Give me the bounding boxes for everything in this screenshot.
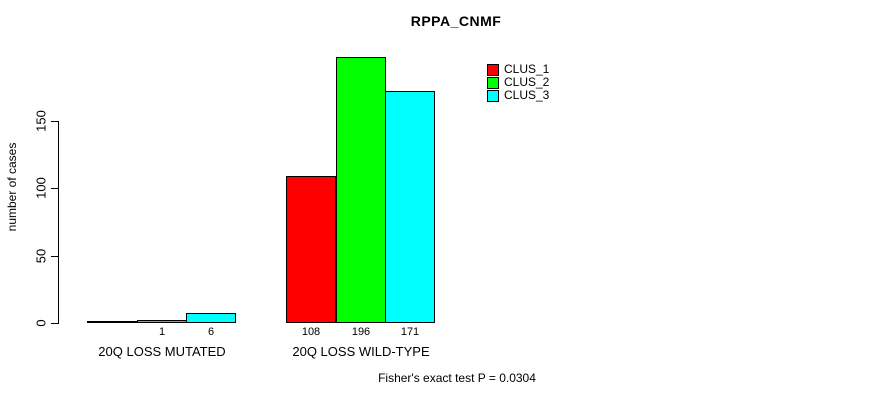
y-tick-mark: [51, 323, 58, 324]
bar-count-label: 6: [207, 326, 215, 338]
y-axis-label: number of cases: [5, 142, 19, 232]
bar-clus_2-1: [137, 320, 187, 323]
legend-item-clus_2: CLUS_2: [487, 76, 549, 89]
legend-label: CLUS_3: [504, 88, 550, 102]
y-tick-label: 100: [33, 177, 49, 199]
y-tick-mark: [51, 188, 58, 189]
bar-clus_1-2: [286, 176, 336, 323]
bar-count-label: 171: [400, 326, 420, 338]
y-tick-mark: [51, 256, 58, 257]
y-tick-label: 150: [33, 110, 49, 132]
y-tick-label: 0: [33, 319, 49, 327]
legend-item-clus_1: CLUS_1: [487, 63, 549, 76]
legend-label: CLUS_1: [504, 62, 550, 76]
bar-clus_3-2: [385, 91, 435, 323]
legend-item-clus_3: CLUS_3: [487, 89, 549, 102]
bar-count-label: 1: [158, 326, 166, 338]
legend-color-swatch: [487, 76, 499, 89]
legend: CLUS_1 CLUS_2 CLUS_3: [487, 63, 549, 102]
legend-label: CLUS_2: [504, 75, 550, 89]
bar-clus_1-1: [87, 321, 137, 323]
legend-color-swatch: [487, 63, 499, 76]
y-tick-label: 50: [33, 248, 49, 264]
bar-clus_3-1: [186, 313, 236, 323]
annotation-text: Fisher's exact test P = 0.0304: [378, 371, 536, 385]
chart-title: RPPA_CNMF: [410, 13, 502, 29]
category-label: 20Q LOSS MUTATED: [98, 344, 226, 359]
y-tick-mark: [51, 121, 58, 122]
bar-clus_2-2: [336, 57, 386, 323]
bar-count-label: 196: [351, 326, 371, 338]
legend-color-swatch: [487, 89, 499, 102]
y-axis-line: [58, 120, 59, 324]
bar-count-label: 108: [301, 326, 321, 338]
category-label: 20Q LOSS WILD-TYPE: [292, 344, 430, 359]
